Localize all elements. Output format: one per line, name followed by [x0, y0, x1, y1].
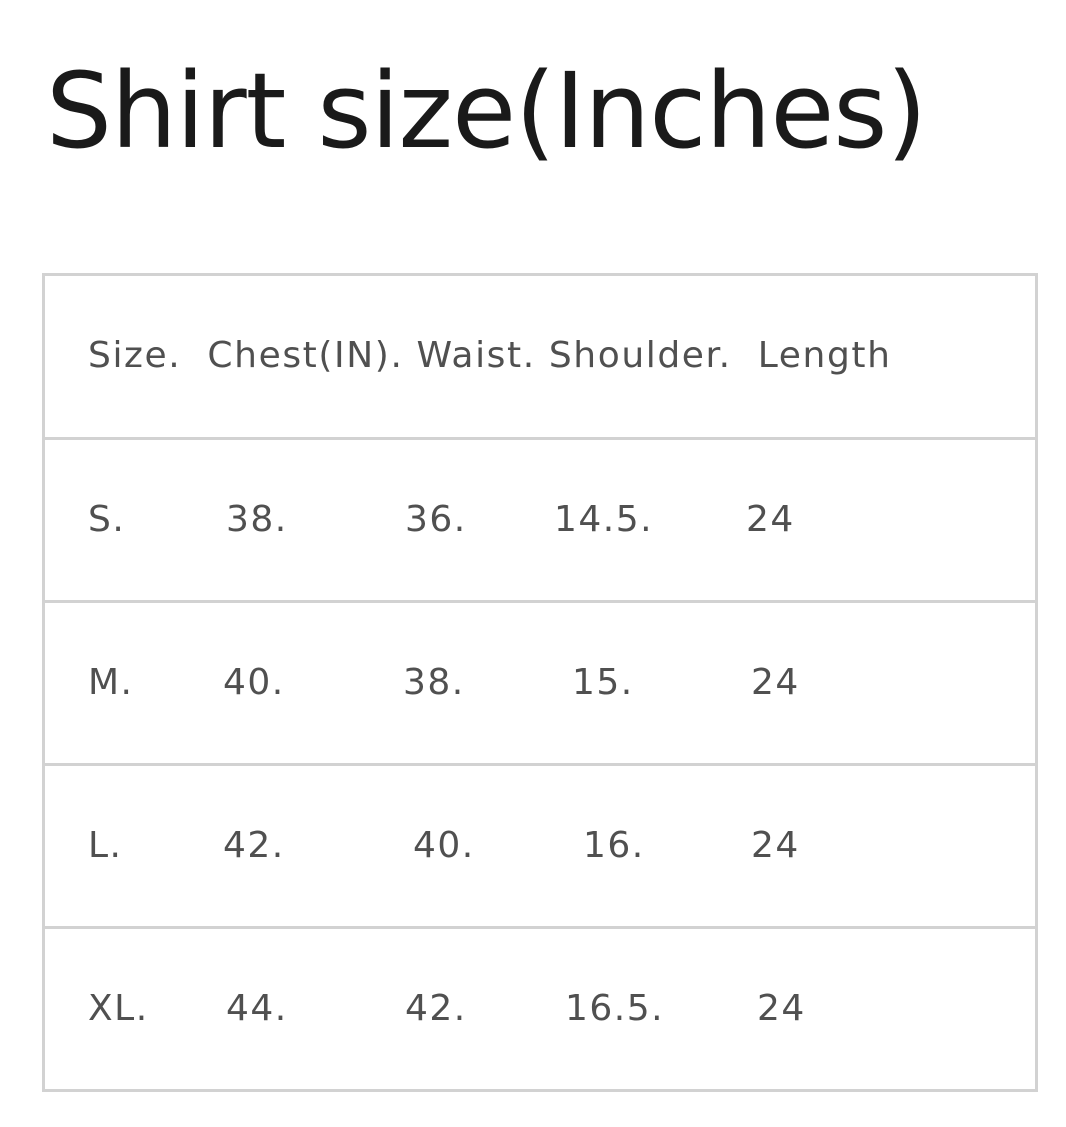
page-title: Shirt size(Inches) — [46, 50, 927, 172]
table-row: L. 42. 40. 16. 24 — [45, 763, 1035, 926]
size-cell: M. — [88, 662, 134, 703]
chest-cell: 38. — [226, 499, 288, 540]
length-cell: 24 — [746, 499, 795, 540]
waist-cell: 42. — [405, 988, 467, 1029]
size-cell: XL. — [88, 988, 149, 1029]
length-cell: 24 — [757, 988, 806, 1029]
header-text: Size. Chest(IN). Waist. Shoulder. Length — [88, 335, 892, 376]
chest-cell: 44. — [226, 988, 288, 1029]
table-row: XL. 44. 42. 16.5. 24 — [45, 926, 1035, 1089]
length-cell: 24 — [751, 825, 800, 866]
table-row: M. 40. 38. 15. 24 — [45, 600, 1035, 763]
shoulder-cell: 16. — [583, 825, 645, 866]
waist-cell: 38. — [403, 662, 465, 703]
table-row: S. 38. 36. 14.5. 24 — [45, 437, 1035, 600]
shoulder-cell: 15. — [572, 662, 634, 703]
shoulder-cell: 16.5. — [565, 988, 665, 1029]
waist-cell: 40. — [413, 825, 475, 866]
waist-cell: 36. — [405, 499, 467, 540]
size-cell: S. — [88, 499, 126, 540]
table-header-row: Size. Chest(IN). Waist. Shoulder. Length — [45, 276, 1035, 437]
size-cell: L. — [88, 825, 123, 866]
length-cell: 24 — [751, 662, 800, 703]
shoulder-cell: 14.5. — [554, 499, 654, 540]
chest-cell: 42. — [223, 825, 285, 866]
chest-cell: 40. — [223, 662, 285, 703]
size-table: Size. Chest(IN). Waist. Shoulder. Length… — [42, 273, 1038, 1092]
